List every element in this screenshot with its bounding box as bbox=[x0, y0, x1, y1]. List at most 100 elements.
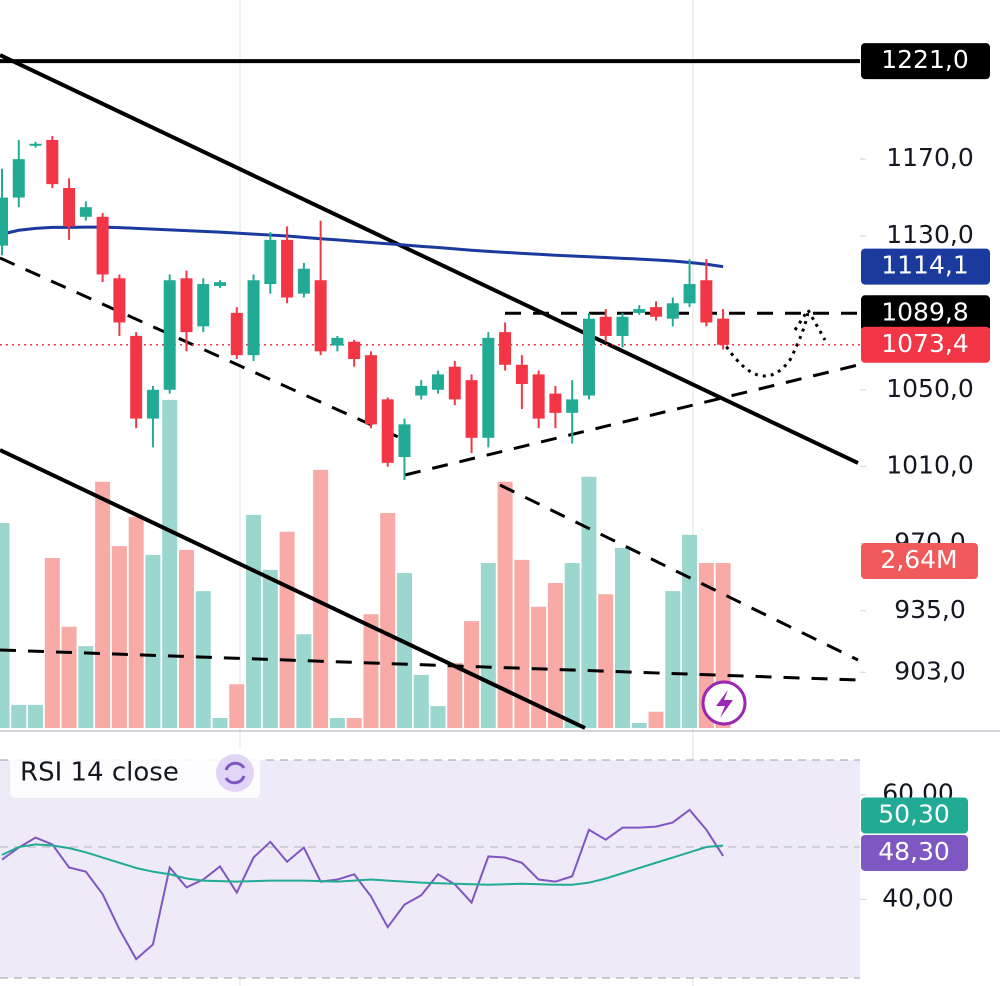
candle-body bbox=[63, 187, 76, 227]
drawings bbox=[0, 53, 860, 730]
candle-body bbox=[29, 143, 42, 146]
volume-bar bbox=[212, 718, 228, 728]
volume-bar bbox=[631, 723, 647, 728]
candle-body bbox=[465, 380, 478, 438]
volume-bar bbox=[363, 614, 379, 728]
volume-bar bbox=[396, 573, 412, 728]
candle-body bbox=[683, 284, 696, 304]
candle-body bbox=[515, 364, 528, 384]
candle-body bbox=[364, 355, 377, 425]
candle-body bbox=[331, 337, 344, 346]
volume-bar bbox=[279, 531, 295, 728]
volume-bar bbox=[178, 549, 194, 728]
price-label: 1073,4 bbox=[881, 329, 968, 358]
price-label: 1114,1 bbox=[881, 251, 968, 280]
volume-bar bbox=[61, 626, 77, 728]
candle-body bbox=[264, 239, 277, 285]
candle-body bbox=[415, 385, 428, 396]
rsi-settings-icon[interactable] bbox=[216, 754, 254, 792]
candle-body bbox=[0, 197, 8, 246]
volume-label: 2,64M bbox=[880, 545, 957, 574]
candle-body bbox=[96, 216, 109, 275]
candle-body bbox=[12, 159, 25, 198]
volume-bar bbox=[0, 523, 10, 728]
volume-bar bbox=[665, 591, 681, 728]
candle-body bbox=[247, 280, 260, 356]
candle-body bbox=[46, 139, 59, 185]
volume-bar bbox=[44, 558, 60, 728]
candle-body bbox=[214, 282, 227, 286]
candle-body bbox=[650, 307, 663, 317]
moving-average bbox=[1, 225, 724, 269]
volume-bar bbox=[296, 634, 312, 728]
candle-body bbox=[348, 341, 361, 360]
volume-bar bbox=[447, 663, 463, 728]
candle-body bbox=[197, 284, 210, 327]
rsi-label-box bbox=[861, 834, 968, 871]
price-layer bbox=[0, 136, 730, 481]
candle-body bbox=[432, 374, 445, 390]
candle-body bbox=[717, 318, 730, 345]
volume-bar bbox=[380, 513, 396, 728]
price-label-box bbox=[861, 326, 990, 363]
volume-bar bbox=[195, 591, 211, 728]
candle-body bbox=[633, 309, 646, 313]
volume-bar bbox=[514, 559, 530, 728]
volume-bar bbox=[111, 546, 127, 728]
volume-bar bbox=[480, 563, 496, 728]
volume-bar bbox=[246, 514, 262, 728]
trend-line-dashed bbox=[404, 363, 859, 477]
y-tick-label: 1010,0 bbox=[886, 451, 973, 480]
volume-bar bbox=[28, 704, 44, 728]
trend-line bbox=[0, 448, 586, 730]
volume-bar bbox=[430, 706, 446, 728]
volume-bar bbox=[598, 594, 614, 728]
volume-bar bbox=[229, 684, 245, 728]
candle-body bbox=[700, 280, 713, 323]
candle-body bbox=[398, 424, 411, 458]
volume-layer bbox=[0, 399, 731, 728]
volume-bar bbox=[648, 711, 664, 728]
volume-bar bbox=[564, 563, 580, 728]
volume-bar bbox=[413, 674, 429, 728]
y-tick-label: 935,0 bbox=[894, 595, 966, 624]
candle-body bbox=[130, 335, 143, 419]
candle-body bbox=[230, 312, 243, 356]
trend-line-dashed bbox=[499, 483, 859, 662]
candle-body bbox=[616, 316, 629, 336]
volume-bar bbox=[162, 399, 178, 728]
rsi-icon-arrows bbox=[224, 761, 246, 785]
candle-body bbox=[666, 303, 679, 319]
rsi-tick-label: 40,00 bbox=[882, 883, 954, 912]
candle-body bbox=[482, 337, 495, 438]
candle-body bbox=[532, 374, 545, 419]
trend-line-dashed bbox=[0, 256, 406, 442]
volume-bar bbox=[78, 646, 94, 728]
price-axis: 1220,01170,01130,01050,01010,0970,0935,0… bbox=[860, 43, 990, 912]
candle-body bbox=[582, 318, 595, 396]
candle-body bbox=[113, 278, 126, 323]
candle-body bbox=[499, 332, 512, 365]
candle-body bbox=[566, 399, 579, 413]
candle-body bbox=[281, 239, 294, 298]
candle-body bbox=[180, 278, 193, 333]
y-tick-label: 903,0 bbox=[894, 656, 966, 685]
y-tick-label: 1130,0 bbox=[886, 220, 973, 249]
y-tick-label: 1170,0 bbox=[886, 143, 973, 172]
candle-body bbox=[146, 389, 159, 419]
volume-bar bbox=[262, 569, 278, 728]
volume-bar bbox=[145, 554, 161, 728]
trend-line bbox=[0, 53, 859, 465]
candle-body bbox=[448, 366, 461, 400]
rsi-layer bbox=[1, 808, 724, 961]
rsi-line bbox=[1, 808, 724, 961]
candle-body bbox=[599, 316, 612, 336]
volume-bar bbox=[581, 476, 597, 728]
rsi-legend-box bbox=[10, 748, 260, 798]
alert-bolt bbox=[716, 690, 733, 718]
volume-bar bbox=[682, 534, 698, 728]
candle-body bbox=[297, 268, 310, 294]
price-label: 1221,0 bbox=[881, 45, 968, 74]
